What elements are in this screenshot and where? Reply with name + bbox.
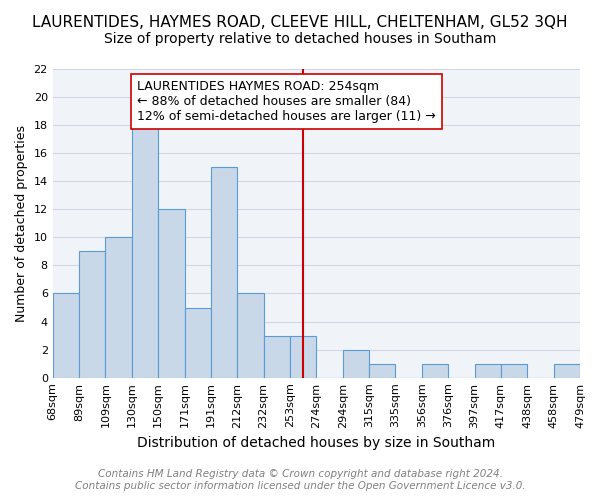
Text: Size of property relative to detached houses in Southam: Size of property relative to detached ho…	[104, 32, 496, 46]
Bar	[422, 364, 448, 378]
Bar	[211, 167, 237, 378]
Text: LAURENTIDES HAYMES ROAD: 254sqm
← 88% of detached houses are smaller (84)
12% of: LAURENTIDES HAYMES ROAD: 254sqm ← 88% of…	[137, 80, 436, 123]
X-axis label: Distribution of detached houses by size in Southam: Distribution of detached houses by size …	[137, 436, 496, 450]
Bar	[369, 364, 395, 378]
Text: LAURENTIDES, HAYMES ROAD, CLEEVE HILL, CHELTENHAM, GL52 3QH: LAURENTIDES, HAYMES ROAD, CLEEVE HILL, C…	[32, 15, 568, 30]
Bar	[475, 364, 501, 378]
Bar	[79, 252, 106, 378]
Bar	[132, 125, 158, 378]
Bar	[237, 294, 263, 378]
Bar	[263, 336, 290, 378]
Bar	[554, 364, 580, 378]
Y-axis label: Number of detached properties: Number of detached properties	[15, 125, 28, 322]
Bar	[185, 308, 211, 378]
Bar	[343, 350, 369, 378]
Bar	[106, 238, 132, 378]
Bar	[290, 336, 316, 378]
Bar	[158, 210, 185, 378]
Bar	[501, 364, 527, 378]
Bar	[53, 294, 79, 378]
Text: Contains HM Land Registry data © Crown copyright and database right 2024.
Contai: Contains HM Land Registry data © Crown c…	[74, 470, 526, 491]
